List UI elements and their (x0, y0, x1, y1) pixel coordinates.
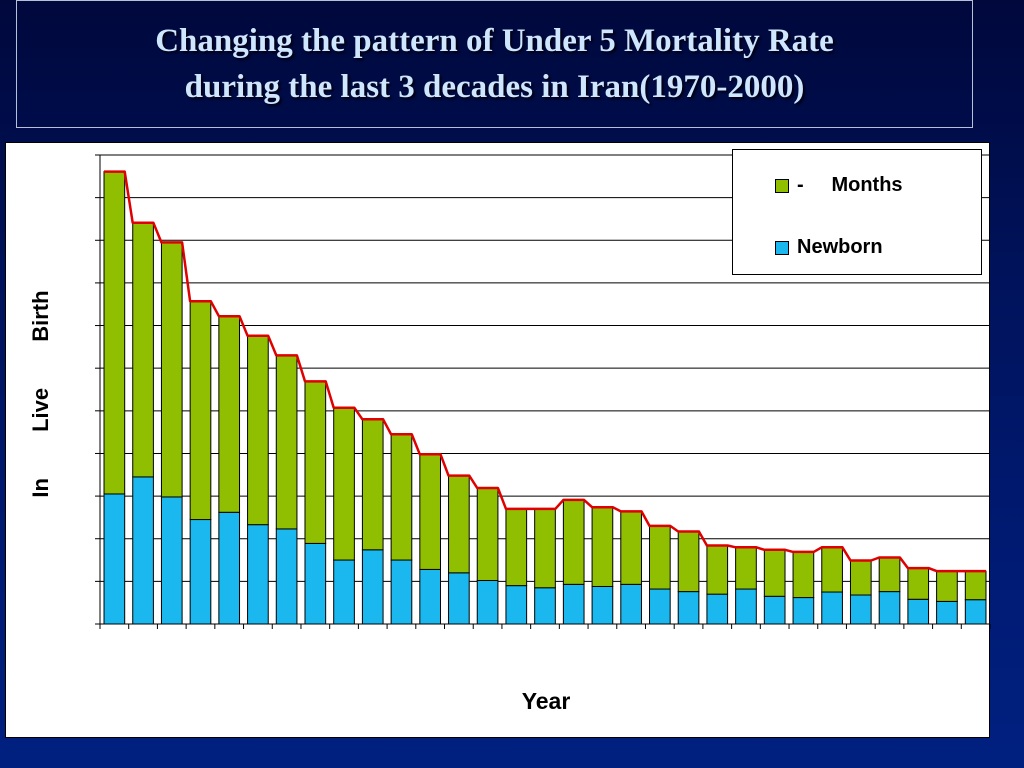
bar-newborn (649, 588, 671, 625)
bar-months (936, 570, 958, 602)
bar-newborn (132, 476, 154, 625)
bar-newborn (763, 595, 786, 625)
bar-months (448, 475, 470, 574)
bar-newborn (735, 588, 757, 625)
bar-months (964, 570, 987, 601)
bar-months (304, 380, 327, 544)
bar-newborn (160, 496, 183, 625)
bar-newborn (333, 559, 355, 625)
y-axis-label-text: In Live Birth (28, 290, 53, 498)
bar-months (763, 549, 786, 597)
legend-swatch-months (775, 178, 789, 193)
bar-newborn (821, 591, 843, 625)
bar-months (677, 530, 700, 593)
bar-newborn (620, 583, 642, 625)
legend-swatch-newborn (775, 240, 789, 255)
bar-newborn (448, 572, 470, 625)
bar-months (189, 300, 212, 521)
bar-newborn (562, 583, 585, 625)
legend-item-newborn: Newborn (775, 236, 883, 259)
bar-newborn (390, 559, 413, 625)
x-axis-label: Year (521, 688, 571, 714)
bar-months (160, 241, 183, 498)
bar-months (649, 525, 671, 590)
slide-title-line-2: during the last 3 decades in Iran(1970-2… (184, 69, 805, 105)
bar-months (620, 510, 642, 585)
slide-title-line-1: Changing the pattern of Under 5 Mortalit… (155, 23, 834, 59)
legend-label-newborn: Newborn (797, 236, 883, 258)
bar-months (821, 546, 843, 593)
bar-newborn (275, 528, 298, 625)
bar-months (218, 315, 241, 513)
bar-months (390, 433, 413, 561)
bar-months (792, 551, 815, 599)
total-outline-line (104, 170, 986, 573)
bar-months (706, 545, 729, 595)
bar-newborn (476, 580, 499, 625)
bar-months (361, 418, 384, 551)
bar-months (247, 335, 269, 526)
bar-newborn (907, 598, 930, 625)
bar-newborn (936, 600, 958, 625)
legend: - Months Newborn (732, 149, 982, 275)
bar-newborn (505, 585, 528, 625)
bar-newborn (591, 585, 614, 625)
bar-newborn (534, 587, 556, 625)
bar-months (534, 508, 556, 589)
bar-newborn (964, 599, 987, 625)
bar-newborn (247, 524, 269, 625)
bar-months (735, 546, 757, 590)
bar-newborn (361, 549, 384, 625)
bar-months (132, 222, 154, 478)
bar-months (907, 567, 930, 600)
title-box: Changing the pattern of Under 5 Mortalit… (16, 0, 973, 128)
bar-newborn (792, 597, 815, 625)
bar-months (849, 559, 872, 596)
bar-months (562, 499, 585, 585)
bar-newborn (419, 568, 441, 625)
bar-newborn (103, 493, 126, 625)
legend-label-months: - Months (797, 174, 903, 196)
bar-months (333, 407, 355, 561)
bar-newborn (878, 591, 901, 625)
bar-newborn (849, 594, 872, 625)
bar-months (419, 453, 441, 570)
bar-newborn (706, 593, 729, 625)
bar-newborn (677, 591, 700, 625)
bar-months (591, 506, 614, 587)
bar-months (103, 171, 126, 495)
bar-newborn (218, 511, 241, 625)
bar-months (476, 487, 499, 582)
bar-newborn (304, 542, 327, 625)
bar-newborn (189, 519, 212, 625)
bar-months (878, 556, 901, 593)
bar-months (275, 354, 298, 530)
legend-item-months: - Months (775, 174, 903, 197)
bar-months (505, 508, 528, 587)
